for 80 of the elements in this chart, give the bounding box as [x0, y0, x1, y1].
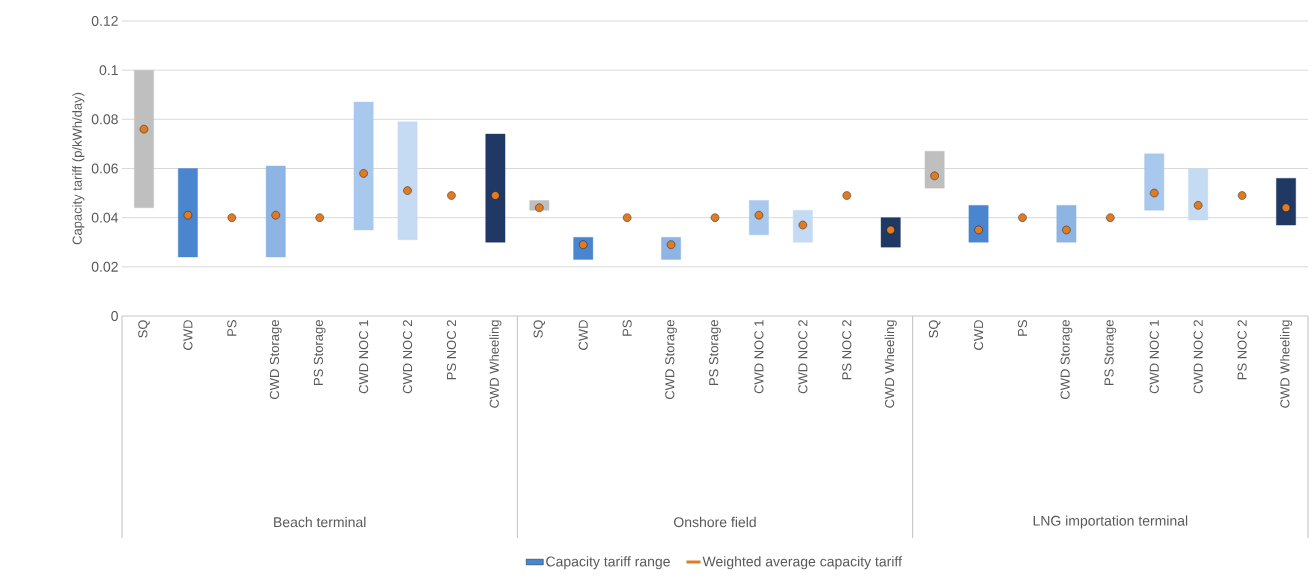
x-tick-label: SQ [533, 320, 546, 338]
x-tick-label: PS NOC 2 [446, 320, 457, 380]
x-tick-label: CWD [183, 320, 193, 350]
point [842, 191, 851, 200]
x-tick-label: CWD Wheeling [884, 320, 897, 408]
point [930, 171, 939, 181]
x-tick-label: PS NOC 2 [1237, 320, 1247, 380]
x-tick-label: CWD [973, 320, 984, 350]
x-tick-label: CWD Storage [1060, 320, 1073, 400]
point [622, 213, 632, 222]
y-tick-label: 0.04 [91, 212, 119, 223]
point [359, 169, 368, 178]
x-tick-label: PS [622, 320, 632, 336]
point [227, 213, 237, 222]
point [1237, 191, 1247, 200]
x-tick-label: SQ [928, 320, 941, 338]
y-tick-label: 0 [111, 311, 118, 321]
y-tick-label: 0.06 [91, 163, 118, 174]
y-tick-label: 0.1 [99, 65, 118, 76]
bar [178, 168, 198, 258]
point [886, 225, 895, 235]
point [666, 240, 676, 249]
bar [749, 200, 769, 236]
x-tick-label: CWD NOC 2 [798, 320, 808, 394]
point [1018, 213, 1027, 222]
bar [924, 151, 945, 189]
x-tick-label: CWD Wheeling [1279, 320, 1293, 408]
y-tick-label: 0.02 [91, 261, 118, 272]
point [447, 191, 456, 200]
x-tick-label: CWD Wheeling [489, 320, 502, 408]
x-tick-label: SQ [138, 320, 150, 338]
point [579, 240, 588, 249]
bar [968, 205, 989, 243]
bar [1144, 153, 1165, 211]
x-tick-label: CWD Storage [269, 320, 282, 400]
point [535, 203, 544, 213]
point [710, 213, 720, 222]
x-tick-label: PS [1017, 320, 1028, 336]
point [271, 211, 280, 220]
x-tick-label: PS Storage [1104, 320, 1117, 385]
x-tick-label: CWD NOC 1 [359, 320, 369, 394]
y-tick-label: 0.12 [91, 16, 118, 26]
x-tick-label: PS NOC 2 [842, 320, 852, 380]
point [1150, 188, 1159, 198]
bar [353, 101, 374, 231]
x-tick-label: PS Storage [313, 320, 326, 385]
bar [1056, 205, 1077, 243]
point [491, 191, 500, 200]
legend-label: Weighted average capacity tariff [702, 556, 902, 570]
point [798, 220, 808, 230]
bar [1276, 178, 1296, 226]
point [139, 124, 149, 134]
bar [397, 121, 418, 240]
legend-label: Capacity tariff range [546, 556, 670, 570]
x-tick-label: CWD Storage [665, 320, 677, 400]
point [315, 213, 324, 222]
point [1106, 213, 1115, 222]
y-tick-label: 0.08 [91, 114, 118, 125]
x-tick-label: PS [227, 320, 237, 336]
text: Beach terminal [274, 516, 366, 528]
y-axis-title: Capacity tariff (p/kWh/day) [72, 92, 85, 245]
x-tick-label: CWD NOC 2 [1193, 320, 1203, 394]
text: LNG importation terminal [1033, 515, 1188, 529]
point [754, 211, 764, 220]
bar [265, 165, 286, 258]
x-tick-label: PS Storage [709, 320, 721, 385]
x-tick-label: CWD NOC 2 [402, 320, 413, 394]
point [1193, 201, 1203, 210]
point [403, 186, 412, 195]
bar [134, 69, 154, 209]
point [1062, 225, 1071, 235]
x-tick-label: CWD [578, 320, 588, 350]
point [183, 211, 193, 220]
text: Onshore field [674, 516, 756, 528]
bar [485, 133, 506, 243]
bar [1188, 168, 1209, 221]
point [1281, 203, 1291, 213]
x-tick-label: CWD NOC 1 [1149, 320, 1159, 394]
x-tick-label: CWD NOC 1 [754, 320, 764, 394]
point [974, 225, 983, 235]
